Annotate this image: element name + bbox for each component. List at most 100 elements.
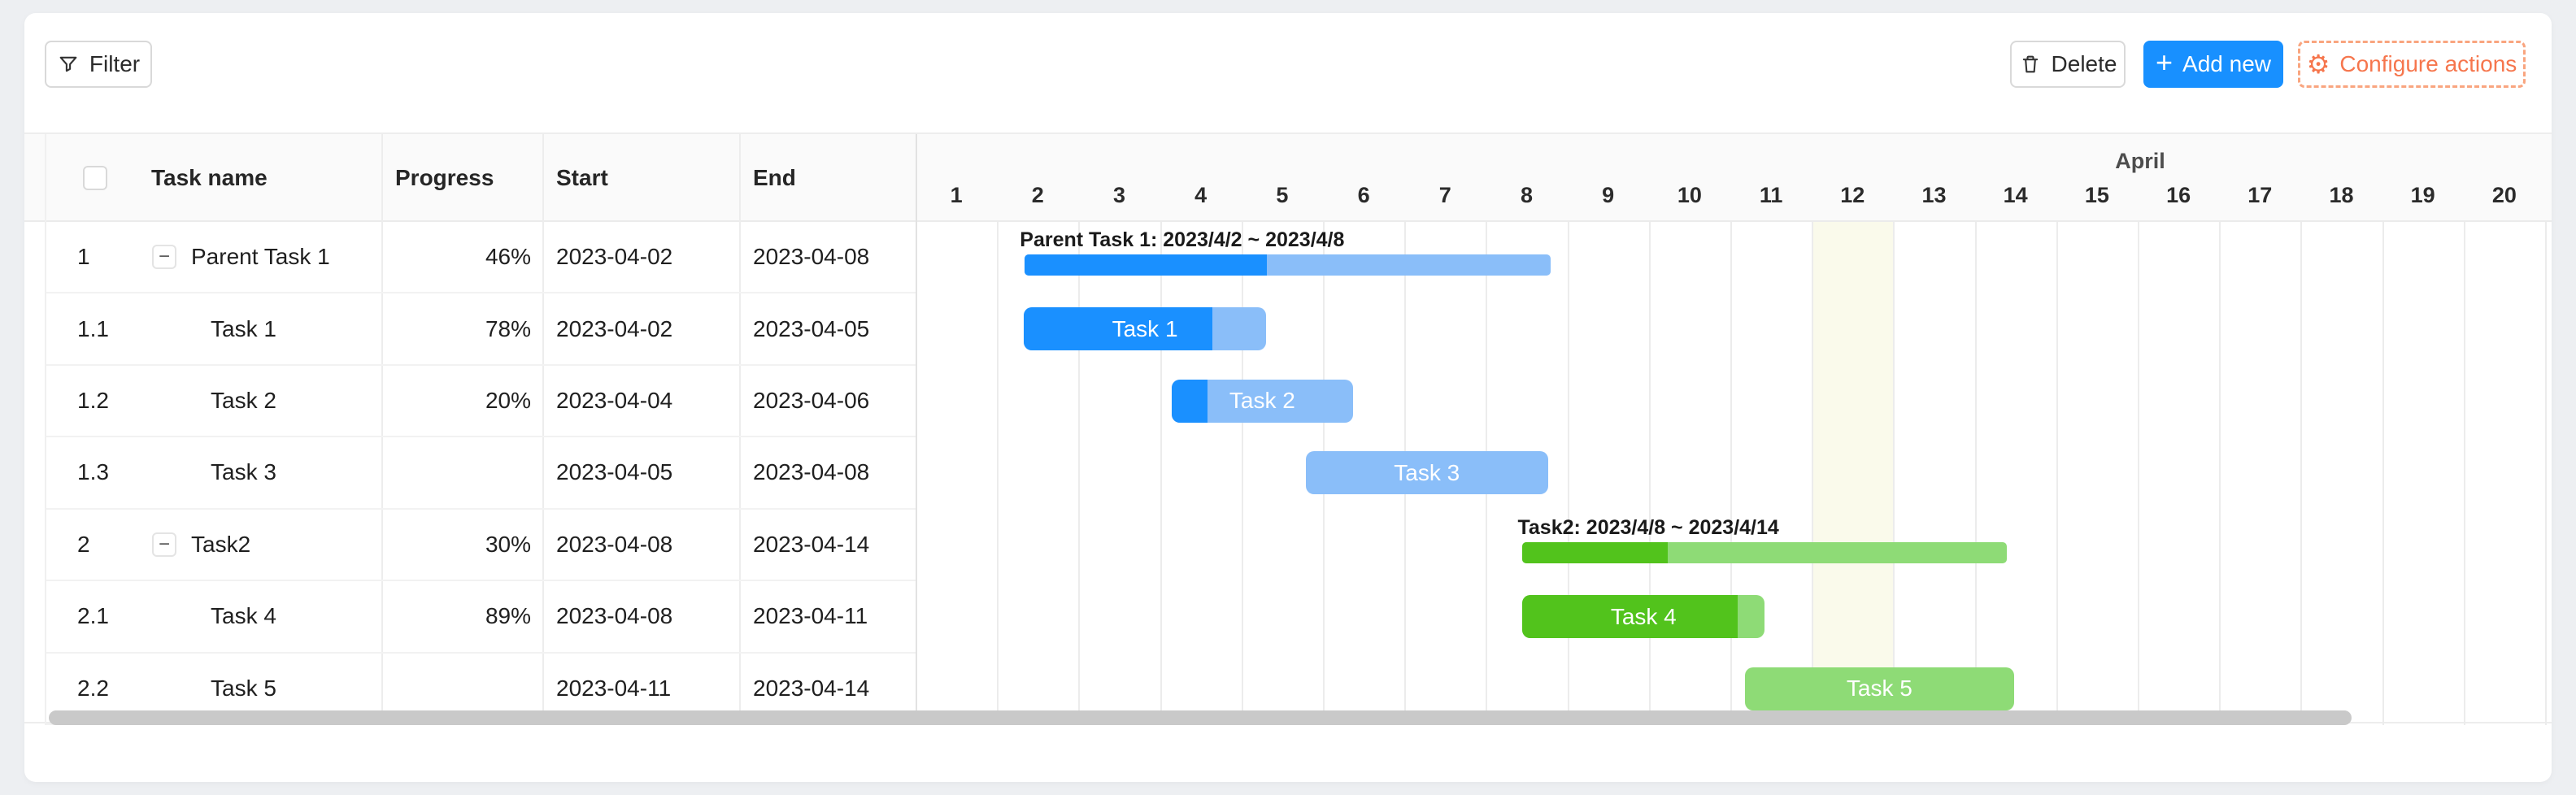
cell-task-name-wrap: − Parent Task 1 [152, 222, 330, 292]
trash-icon [2019, 53, 2042, 76]
day-gridline [2382, 222, 2384, 725]
filter-icon [57, 53, 80, 76]
day-label-8: 8 [1520, 183, 1534, 207]
day-gridline [2219, 222, 2221, 725]
table-row-parent-task-1[interactable]: 1 − Parent Task 1 46% 2023-04-02 2023-04-08 [46, 222, 917, 294]
gantt-bar-task2[interactable] [1522, 541, 2007, 563]
gantt-bar-task-1[interactable]: Task 1 [1024, 307, 1266, 351]
gantt-bar-parent-task-1[interactable] [1025, 254, 1551, 276]
today-column-highlight [1812, 222, 1894, 725]
column-divider [381, 134, 383, 725]
cell-start-date: 2023-04-04 [556, 388, 673, 414]
gantt-bar-progress [1025, 254, 1267, 276]
day-gridline [1078, 222, 1081, 725]
cell-end-date: 2023-04-14 [753, 675, 870, 701]
filter-button[interactable]: Filter [45, 41, 152, 88]
cell-progress: 46% [485, 244, 531, 270]
task-table: Task name Progress Start End 1− Parent Ta… [45, 134, 917, 725]
day-gridline [1812, 222, 1814, 725]
cell-row-number: 2.1 [77, 603, 109, 629]
cell-progress: 20% [485, 388, 531, 414]
table-row-task-1[interactable]: 1.1 Task 1 78% 2023-04-02 2023-04-05 [46, 293, 917, 366]
configure-actions-label: Configure actions [2339, 51, 2517, 76]
day-label-15: 15 [2084, 183, 2109, 207]
gantt-chart: April 1 2 3 4 5 6 7 8 9 10 11 12 13 14 15 16 17 18 19 20 Pa… [916, 134, 2552, 725]
delete-button[interactable]: Delete [2010, 41, 2126, 88]
cell-end-date: 2023-04-05 [753, 315, 870, 341]
day-gridline [1893, 222, 1895, 725]
table-chart-divider [916, 134, 917, 725]
day-gridline [1160, 222, 1162, 725]
cell-row-number: 1 [77, 244, 90, 270]
day-gridline [1567, 222, 1569, 725]
table-row-task-4[interactable]: 2.1 Task 4 89% 2023-04-08 2023-04-11 [46, 581, 917, 654]
gantt-bar-text: Task 4 [1610, 603, 1677, 629]
cell-task-name: Task 4 [211, 603, 276, 629]
cell-row-number: 1.1 [77, 315, 109, 341]
gantt-bar-text: Task 5 [1846, 676, 1912, 702]
gear-icon: ⚙ [2306, 50, 2330, 79]
cell-task-name: Task2 [191, 531, 251, 557]
table-row-task-3[interactable]: 1.3 Task 3 2023-04-05 2023-04-08 [46, 437, 917, 510]
gantt-bar-progress [1522, 541, 1669, 563]
cell-end-date: 2023-04-14 [753, 531, 870, 557]
grid-header [24, 134, 2552, 222]
cell-progress: 89% [485, 603, 531, 629]
gantt-bar-task-5[interactable]: Task 5 [1745, 667, 2014, 710]
gantt-bar-task-4[interactable]: Task 4 [1522, 595, 1765, 639]
gantt-bar-text: Task 1 [1112, 315, 1178, 341]
select-all-checkbox[interactable] [83, 166, 107, 190]
gantt-app-card: Filter Delete + Add new ⚙ Configure acti… [24, 13, 2552, 782]
collapse-toggle[interactable]: − [152, 245, 176, 270]
add-new-button[interactable]: + Add new [2143, 41, 2283, 88]
day-gridline [997, 222, 999, 725]
filter-button-label: Filter [89, 51, 141, 76]
cell-task-name: Task 3 [211, 459, 276, 485]
cell-start-date: 2023-04-02 [556, 315, 673, 341]
cell-row-number: 2 [77, 531, 90, 557]
day-label-10: 10 [1677, 183, 1702, 207]
day-label-2: 2 [1031, 183, 1044, 207]
day-gridline [1648, 222, 1651, 725]
collapse-toggle[interactable]: − [152, 532, 176, 557]
horizontal-scrollbar-thumb[interactable] [49, 710, 2352, 725]
day-label-14: 14 [2003, 183, 2028, 207]
column-header-progress: Progress [395, 165, 494, 190]
gantt-bar-text: Task 2 [1229, 388, 1295, 414]
gantt-bar-label-parent-task-1: Parent Task 1: 2023/4/2 ~ 2023/4/8 [1020, 228, 1345, 251]
cell-row-number: 1.3 [77, 459, 109, 485]
cell-start-date: 2023-04-08 [556, 531, 673, 557]
column-header-end: End [753, 165, 796, 190]
day-label-5: 5 [1276, 183, 1289, 207]
day-label-4: 4 [1194, 183, 1208, 207]
cell-task-name: Parent Task 1 [191, 244, 330, 270]
cell-row-number: 2.2 [77, 675, 109, 701]
gantt-bar-progress [1024, 307, 1213, 351]
cell-row-number: 1.2 [77, 388, 109, 414]
cell-start-date: 2023-04-05 [556, 459, 673, 485]
gantt-bar-progress [1171, 379, 1208, 423]
gantt-bar-progress [1522, 595, 1738, 639]
cell-start-date: 2023-04-08 [556, 603, 673, 629]
day-gridline [2463, 222, 2465, 725]
day-label-6: 6 [1357, 183, 1370, 207]
cell-progress: 78% [485, 315, 531, 341]
day-label-9: 9 [1602, 183, 1615, 207]
gantt-bar-task-2[interactable]: Task 2 [1171, 379, 1354, 423]
cell-task-name: Task 2 [211, 388, 276, 414]
cell-progress: 30% [485, 531, 531, 557]
table-row-task-2[interactable]: 1.2 Task 2 20% 2023-04-04 2023-04-06 [46, 366, 917, 438]
gantt-bar-text: Task 3 [1394, 459, 1460, 485]
day-label-11: 11 [1759, 183, 1783, 207]
configure-actions-button[interactable]: ⚙ Configure actions [2298, 41, 2526, 88]
cell-end-date: 2023-04-08 [753, 244, 870, 270]
table-row-task2[interactable]: 2 − Task2 30% 2023-04-08 2023-04-14 [46, 510, 917, 582]
gantt-bar-label-task2: Task2: 2023/4/8 ~ 2023/4/14 [1517, 515, 1779, 539]
cell-end-date: 2023-04-11 [753, 603, 868, 629]
cell-progress [395, 437, 531, 507]
plus-icon: + [2156, 46, 2174, 79]
cell-task-name: Task 5 [211, 675, 276, 701]
gantt-bar-task-3[interactable]: Task 3 [1305, 451, 1548, 495]
cell-task-name-wrap: − Task2 [152, 510, 250, 580]
month-label: April [2115, 149, 2165, 173]
